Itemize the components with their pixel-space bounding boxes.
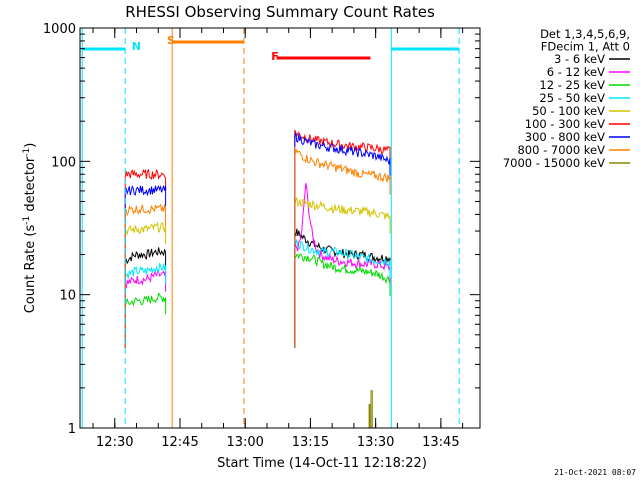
legend: Det 1,3,4,5,6,9,FDecim 1, Att 03 - 6 keV… (503, 27, 630, 170)
series-line (124, 221, 167, 348)
x-tick-label: 12:45 (161, 435, 198, 450)
y-tick-label: 1 (68, 422, 76, 437)
x-axis-ticks: 12:30 12:45 13:00 13:15 13:30 13:45 (92, 28, 464, 450)
legend-entry-label: 25 - 50 keV (539, 91, 605, 105)
legend-entry-label: 300 - 800 keV (525, 130, 605, 144)
x-tick-label: 13:15 (292, 435, 329, 450)
series-line (124, 247, 167, 348)
legend-header: Det 1,3,4,5,6,9, (540, 27, 630, 41)
series-line (294, 228, 391, 348)
y-axis-label-mid: detector (23, 156, 38, 216)
y-axis-label-end: ) (23, 143, 38, 148)
y-axis-ticks: 1 10 100 1000 (43, 22, 480, 437)
attenuator-markers: N S F (81, 28, 460, 428)
legend-entry-label: 100 - 300 keV (525, 117, 605, 131)
series-line (294, 131, 391, 348)
y-axis-label-main: Count Rate (s (23, 225, 38, 314)
y-axis-label: Count Rate (s-1 detector-1) (22, 143, 38, 314)
series-layer (124, 129, 391, 429)
legend-header: FDecim 1, Att 0 (541, 40, 630, 54)
x-tick-label: 13:45 (422, 435, 459, 450)
series-line (124, 168, 167, 348)
series-line (294, 239, 391, 348)
chart-title: RHESSI Observing Summary Count Rates (125, 3, 435, 21)
marker-letter: F (271, 50, 279, 63)
legend-entry-label: 12 - 25 keV (539, 78, 605, 92)
y-axis-label-exp1: -1 (22, 216, 32, 225)
y-axis-label-exp2: -1 (22, 148, 32, 157)
series-line (294, 253, 391, 348)
legend-entry-label: 50 - 100 keV (532, 104, 605, 118)
series-line (124, 292, 167, 348)
x-tick-label: 13:00 (226, 435, 263, 450)
x-tick-label: 12:30 (96, 435, 133, 450)
series-line (294, 146, 391, 348)
series-line (294, 183, 391, 348)
series-line (124, 184, 167, 348)
y-tick-label: 10 (59, 289, 76, 304)
series-line (294, 196, 391, 348)
series-line (124, 263, 167, 348)
x-tick-label: 13:30 (357, 435, 394, 450)
y-tick-label: 1000 (43, 22, 76, 37)
series-line (368, 390, 373, 429)
y-tick-label: 100 (51, 155, 76, 170)
legend-entry-label: 3 - 6 keV (554, 52, 605, 66)
legend-entry-label: 6 - 12 keV (547, 65, 605, 79)
plot-frame (79, 27, 481, 429)
marker-letter: N (132, 40, 141, 53)
x-axis-label: Start Time (14-Oct-11 12:18:22) (217, 456, 427, 471)
marker-letter: S (167, 34, 175, 47)
series-line (124, 203, 167, 348)
legend-entry-label: 7000 - 15000 keV (503, 156, 605, 170)
series-line (124, 270, 167, 348)
legend-entry-label: 800 - 7000 keV (517, 143, 605, 157)
footer-timestamp: 21-Oct-2021 08:07 (554, 468, 636, 477)
